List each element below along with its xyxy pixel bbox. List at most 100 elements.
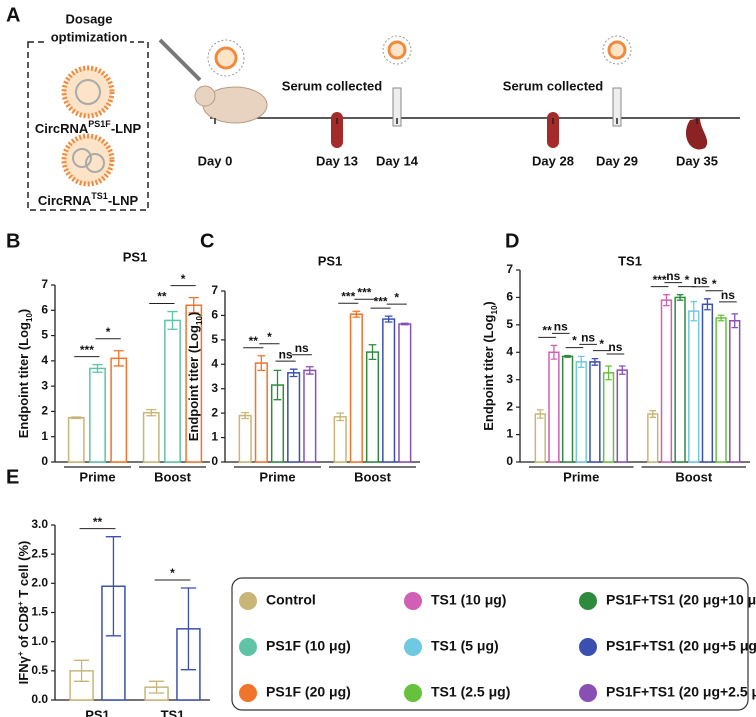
construct-base: CircRNA: [38, 193, 92, 208]
y-axis-label: Endpoint titer (Log10): [16, 309, 33, 439]
legend-swatch: [404, 638, 422, 656]
y-tick-label: 2.0: [31, 576, 48, 590]
error-bar: [241, 412, 250, 420]
y-label-part: +: [16, 601, 25, 606]
error-bar: [618, 365, 626, 375]
y-tick-label: 6: [211, 308, 218, 322]
y-tick-label: 4: [211, 356, 218, 370]
error-bar: [663, 294, 670, 307]
construct-sup: PS1F: [88, 119, 111, 129]
sig-label: ***: [357, 285, 371, 299]
y-tick-label: 7: [211, 283, 218, 297]
y-tick-label: 0: [211, 454, 218, 468]
bar: [398, 323, 412, 463]
y-axis-label: Endpoint titer (Log10): [186, 312, 203, 442]
y-tick-label: 5: [211, 332, 218, 346]
bar: [110, 357, 128, 463]
error-bar: [113, 350, 124, 367]
bar: [67, 417, 85, 463]
y-tick-label: 4: [506, 344, 513, 358]
y-tick-label: 2: [211, 405, 218, 419]
error-bar: [564, 354, 571, 358]
day-label: Day 35: [676, 153, 718, 168]
y-tick-label: 3: [506, 372, 513, 386]
day-label: Day 14: [376, 153, 419, 168]
y-tick-label: 7: [41, 277, 48, 291]
bar: [647, 413, 659, 463]
y-tick-label: 1: [211, 430, 218, 444]
construct-base: CircRNA: [35, 121, 89, 136]
sig-label: ns: [554, 320, 568, 334]
sig-label: *: [267, 330, 272, 344]
panel-letter: A: [6, 4, 20, 26]
error-bar: [92, 364, 103, 373]
error-bar: [368, 344, 377, 361]
bar: [254, 362, 268, 463]
sig-label: ***: [374, 294, 388, 308]
legend-label: PS1F (10 μg): [266, 638, 351, 654]
sig-label: ns: [608, 340, 622, 354]
bar: [382, 318, 396, 463]
sig-label: *: [685, 273, 690, 287]
panel-letter: E: [6, 466, 19, 488]
sig-label: *: [181, 272, 186, 286]
y-label-part: Endpoint titer (Log: [481, 314, 496, 430]
construct-label: CircRNATS1-LNP: [38, 191, 139, 208]
legend-swatch: [404, 592, 422, 610]
y-label-part: Endpoint titer (Log: [16, 322, 31, 438]
y-tick-label: 3: [41, 378, 48, 392]
error-bar: [731, 313, 739, 329]
sig-label: *: [712, 277, 717, 291]
error-bar: [146, 409, 157, 417]
sig-label: ns: [279, 347, 293, 361]
error-bar: [257, 355, 266, 372]
panel-letter: D: [505, 230, 519, 252]
error-bar: [305, 366, 314, 375]
y-axis-label: IFNγ+ of CD8+ T cell (%): [16, 541, 32, 685]
y-tick-label: 1: [41, 429, 48, 443]
y-tick-label: 7: [506, 262, 513, 276]
sig-label: ***: [341, 289, 355, 303]
chart-title: PS1: [318, 253, 343, 268]
error-bar: [289, 368, 298, 378]
y-label-part: T cell (%): [16, 541, 31, 602]
x-tick-label: Prime: [79, 469, 115, 484]
y-tick-label: 4: [41, 353, 48, 367]
x-tick-label: TS1: [161, 707, 185, 717]
construct-suffix: -LNP: [108, 193, 139, 208]
y-tick-label: 3: [211, 381, 218, 395]
y-label-part: ): [16, 309, 31, 313]
error-bar: [148, 680, 165, 694]
y-tick-label: 2.5: [31, 546, 48, 560]
legend-swatch: [239, 638, 257, 656]
legend-label: TS1 (5 μg): [431, 638, 499, 654]
bar: [602, 372, 615, 463]
y-tick-label: 1.0: [31, 634, 48, 648]
bar: [164, 319, 181, 463]
bar: [674, 296, 686, 463]
error-bar: [352, 310, 361, 318]
legend-swatch: [239, 592, 257, 610]
mouse-icon: [158, 38, 268, 124]
y-label-part: ): [186, 312, 201, 316]
y-label-part: +: [16, 651, 25, 656]
bar: [715, 317, 727, 463]
sig-label: **: [249, 334, 259, 348]
legend-label: PS1F+TS1 (20 μg+5 μg): [606, 638, 756, 654]
y-tick-label: 0: [41, 454, 48, 468]
sig-label: ns: [295, 341, 309, 355]
chart-title: PS1: [123, 249, 148, 264]
sig-label: *: [106, 325, 111, 339]
bar: [616, 369, 628, 463]
y-axis-label: Endpoint titer (Log10): [481, 301, 498, 431]
error-bar: [704, 298, 711, 311]
sig-label: *: [170, 566, 175, 580]
y-label-part: IFNγ: [16, 655, 31, 684]
bar: [548, 351, 560, 463]
legend-swatch: [404, 684, 422, 702]
event-label: Serum collected: [503, 78, 603, 93]
error-bar: [577, 355, 585, 369]
sig-label: ns: [581, 331, 595, 345]
x-tick-label: Boost: [154, 469, 192, 484]
bar: [349, 313, 363, 463]
